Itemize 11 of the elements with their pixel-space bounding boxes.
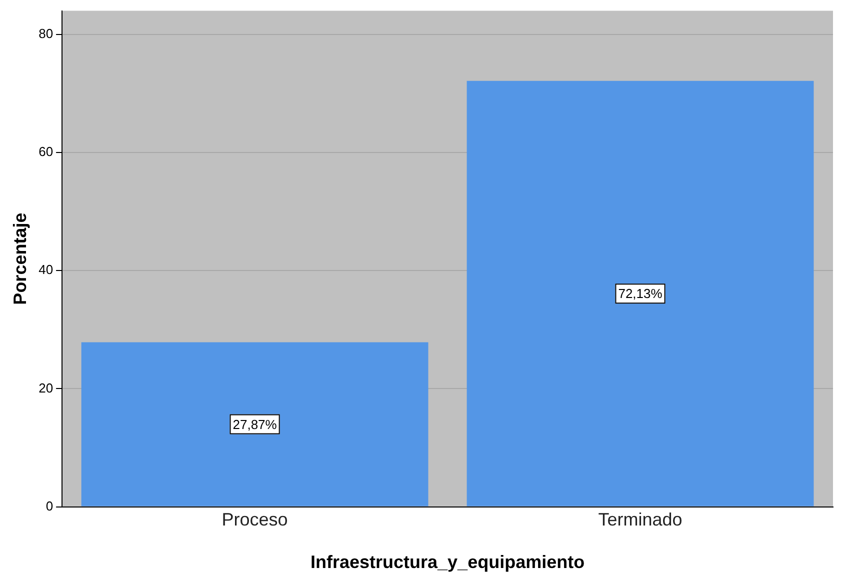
x-tick-label: Terminado <box>598 510 682 530</box>
data-label: 72,13% <box>618 286 663 302</box>
data-label: 27,87% <box>232 416 278 432</box>
x-tick-label: Proceso <box>222 510 288 530</box>
y-tick-label: 80 <box>38 26 54 41</box>
y-axis-title: Porcentaje <box>10 212 30 305</box>
x-axis-title: Infraestructura_y_equipamiento <box>310 552 585 572</box>
y-tick-label: 20 <box>38 380 54 396</box>
y-tick-label: 0 <box>46 498 54 514</box>
y-tick-label: 40 <box>38 262 54 278</box>
y-tick-label: 60 <box>38 144 54 160</box>
